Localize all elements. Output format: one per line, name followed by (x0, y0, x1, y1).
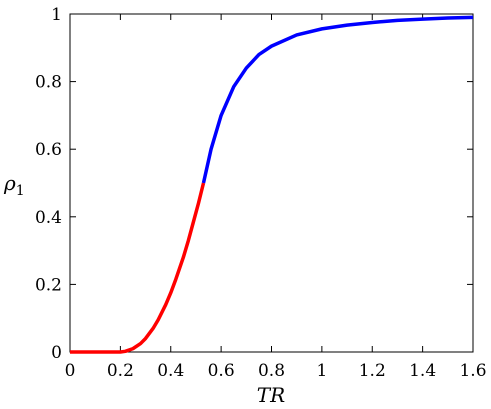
x-tick-label: 1.6 (459, 361, 486, 381)
plot-frame (69, 13, 474, 353)
x-tick-label: 0.4 (157, 361, 184, 381)
y-axis-label-sub: 1 (16, 183, 25, 199)
tick-labels: 0 0.2 0.4 0.6 0.8 1 1.2 1.4 1.6 0 0.2 0.4 0.6 0.8 1 (35, 5, 487, 381)
y-tick-label: 0.2 (35, 275, 62, 295)
x-tick-label: 0.8 (258, 361, 285, 381)
x-tick-label: 0 (65, 361, 76, 381)
y-tick-label: 0.4 (35, 208, 62, 228)
y-tick-label: 1 (51, 5, 62, 25)
x-axis-label: TR (257, 383, 285, 407)
series-line-1 (201, 15, 474, 184)
x-tick-label: 0.6 (208, 361, 235, 381)
y-tick-label: 0 (51, 343, 62, 363)
y-axis-label-main: ρ (3, 171, 16, 195)
x-tick-label: 1.4 (409, 361, 436, 381)
x-tick-label: 0.2 (107, 361, 134, 381)
x-tick-label: 1.2 (359, 361, 386, 381)
x-tick-label: 1 (316, 361, 327, 381)
series-line-0 (70, 182, 206, 354)
y-tick-label: 0.8 (35, 73, 62, 93)
series (70, 15, 474, 354)
y-axis-label: ρ1 (3, 171, 25, 199)
y-tick-label: 0.6 (35, 140, 62, 160)
ticks (69, 13, 474, 353)
